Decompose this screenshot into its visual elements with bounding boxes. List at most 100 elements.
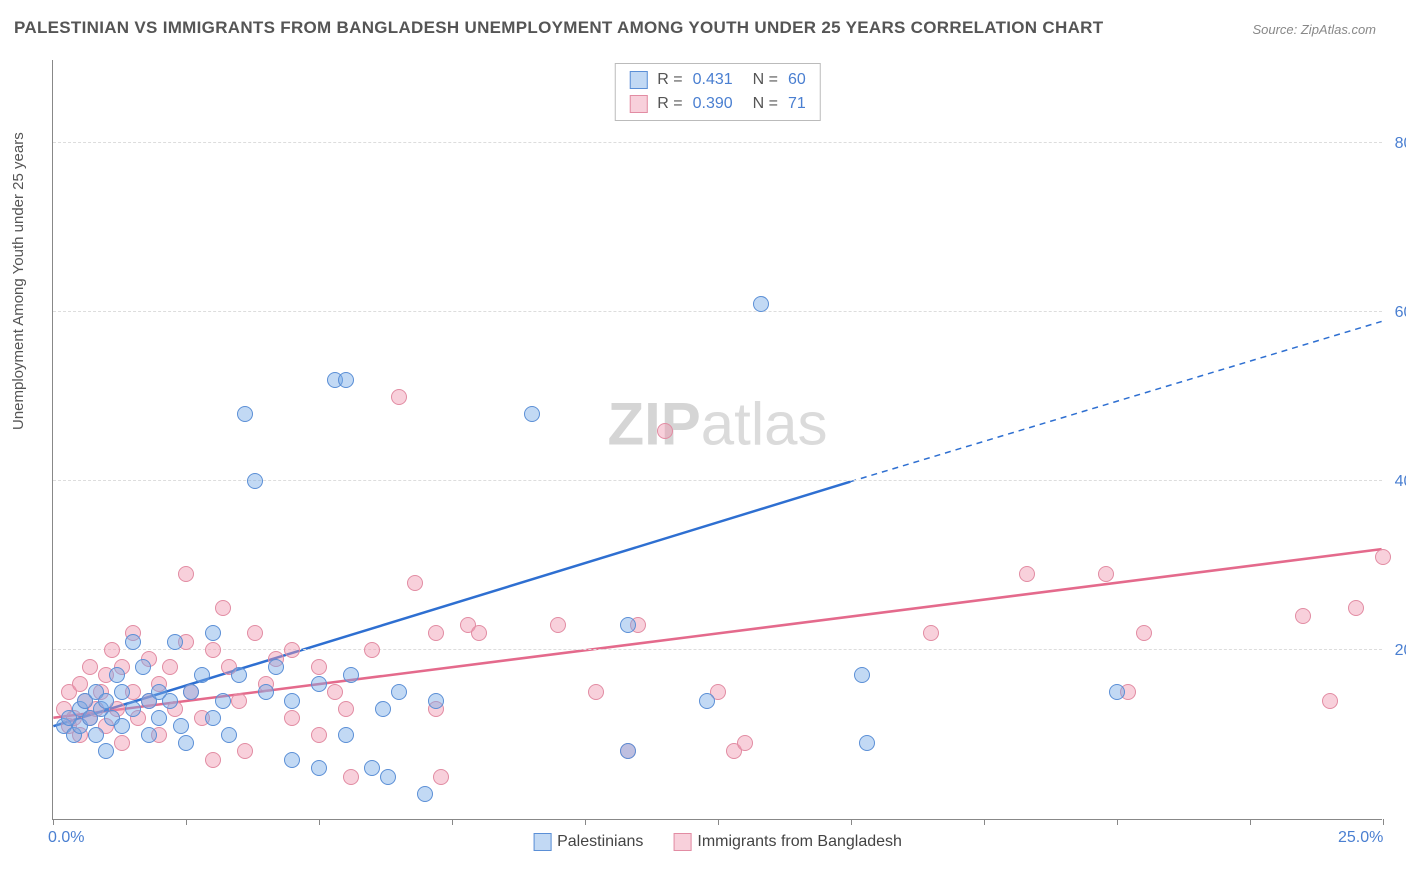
legend-n-value: 60 xyxy=(788,68,806,92)
point-palestinian xyxy=(620,617,636,633)
point-bangladesh xyxy=(433,769,449,785)
legend-correlation-row: R =0.390N =71 xyxy=(629,92,805,116)
point-palestinian xyxy=(114,684,130,700)
point-palestinian xyxy=(268,659,284,675)
legend-series-item: Immigrants from Bangladesh xyxy=(673,833,902,851)
ytick-label: 20.0% xyxy=(1384,642,1406,660)
point-palestinian xyxy=(338,727,354,743)
point-bangladesh xyxy=(391,389,407,405)
point-bangladesh xyxy=(923,625,939,641)
xtick xyxy=(186,819,187,825)
xtick xyxy=(1383,819,1384,825)
point-palestinian xyxy=(258,684,274,700)
point-palestinian xyxy=(859,735,875,751)
legend-correlation-row: R = 0.431 N = 60 xyxy=(629,68,805,92)
gridline-h xyxy=(53,649,1382,650)
point-bangladesh xyxy=(550,617,566,633)
point-palestinian xyxy=(141,727,157,743)
point-bangladesh xyxy=(327,684,343,700)
point-palestinian xyxy=(125,701,141,717)
legend-swatch xyxy=(673,833,691,851)
point-bangladesh xyxy=(104,642,120,658)
xtick xyxy=(984,819,985,825)
point-palestinian xyxy=(375,701,391,717)
point-bangladesh xyxy=(205,642,221,658)
xtick xyxy=(585,819,586,825)
legend-swatch xyxy=(629,71,647,89)
point-palestinian xyxy=(167,634,183,650)
point-bangladesh xyxy=(1098,566,1114,582)
point-bangladesh xyxy=(237,743,253,759)
point-bangladesh xyxy=(338,701,354,717)
ytick-label: 80.0% xyxy=(1384,135,1406,153)
point-palestinian xyxy=(205,625,221,641)
point-palestinian xyxy=(428,693,444,709)
point-bangladesh xyxy=(215,600,231,616)
point-bangladesh xyxy=(247,625,263,641)
chart-title: PALESTINIAN VS IMMIGRANTS FROM BANGLADES… xyxy=(14,18,1103,38)
point-bangladesh xyxy=(72,676,88,692)
point-palestinian xyxy=(178,735,194,751)
point-palestinian xyxy=(237,406,253,422)
gridline-h xyxy=(53,142,1382,143)
point-palestinian xyxy=(364,760,380,776)
point-palestinian xyxy=(284,693,300,709)
point-bangladesh xyxy=(284,642,300,658)
point-palestinian xyxy=(311,760,327,776)
legend-series-label: Immigrants from Bangladesh xyxy=(697,833,902,850)
point-palestinian xyxy=(194,667,210,683)
point-bangladesh xyxy=(1322,693,1338,709)
point-bangladesh xyxy=(1348,600,1364,616)
watermark-atlas: atlas xyxy=(701,391,828,458)
legend-series-item: Palestinians xyxy=(533,833,643,851)
legend-n-label: N = xyxy=(753,68,778,92)
legend-r-value: 0.431 xyxy=(693,68,743,92)
point-bangladesh xyxy=(1295,608,1311,624)
legend-swatch xyxy=(533,833,551,851)
plot-area: ZIPatlas R =0.431N =60R =0.390N =71 Pale… xyxy=(52,60,1382,820)
point-palestinian xyxy=(114,718,130,734)
point-bangladesh xyxy=(162,659,178,675)
legend-correlation: R =0.431N =60R =0.390N =71 xyxy=(614,63,820,121)
point-palestinian xyxy=(162,693,178,709)
point-bangladesh xyxy=(82,659,98,675)
xtick xyxy=(1250,819,1251,825)
point-palestinian xyxy=(183,684,199,700)
legend-r-value: 0.390 xyxy=(693,92,743,116)
xtick xyxy=(718,819,719,825)
point-palestinian xyxy=(391,684,407,700)
point-bangladesh xyxy=(471,625,487,641)
point-palestinian xyxy=(205,710,221,726)
point-palestinian xyxy=(1109,684,1125,700)
legend-r-label: R = xyxy=(657,92,682,116)
point-palestinian xyxy=(311,676,327,692)
point-bangladesh xyxy=(311,727,327,743)
point-bangladesh xyxy=(1019,566,1035,582)
legend-r-label: R = xyxy=(657,68,682,92)
point-palestinian xyxy=(247,473,263,489)
point-palestinian xyxy=(151,710,167,726)
point-palestinian xyxy=(338,372,354,388)
point-bangladesh xyxy=(407,575,423,591)
point-palestinian xyxy=(284,752,300,768)
xtick-label: 0.0% xyxy=(48,829,84,847)
point-bangladesh xyxy=(1136,625,1152,641)
point-palestinian xyxy=(215,693,231,709)
point-bangladesh xyxy=(657,423,673,439)
watermark-zip: ZIP xyxy=(607,391,700,458)
xtick xyxy=(53,819,54,825)
point-palestinian xyxy=(173,718,189,734)
legend-series-label: Palestinians xyxy=(557,833,643,850)
point-bangladesh xyxy=(737,735,753,751)
point-palestinian xyxy=(699,693,715,709)
point-palestinian xyxy=(98,693,114,709)
y-axis-label: Unemployment Among Youth under 25 years xyxy=(10,132,27,430)
point-palestinian xyxy=(343,667,359,683)
xtick xyxy=(452,819,453,825)
point-bangladesh xyxy=(231,693,247,709)
legend-series: Palestinians Immigrants from Bangladesh xyxy=(533,833,902,851)
ytick-label: 40.0% xyxy=(1384,473,1406,491)
xtick xyxy=(1117,819,1118,825)
point-palestinian xyxy=(524,406,540,422)
point-bangladesh xyxy=(311,659,327,675)
